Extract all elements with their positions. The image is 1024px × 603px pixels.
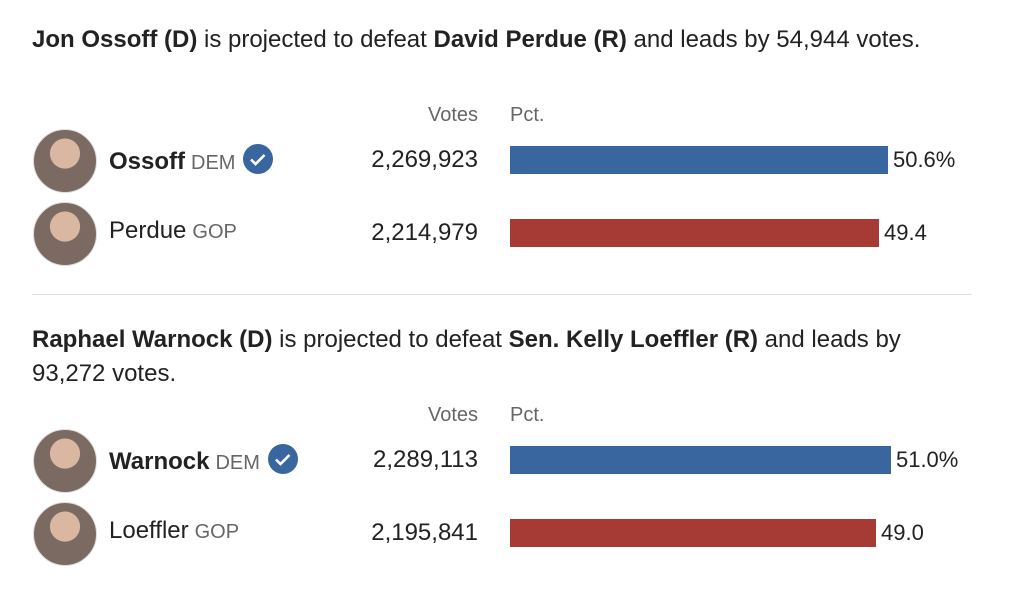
votes-header: Votes bbox=[427, 404, 478, 426]
headline-segment: is projected to defeat bbox=[197, 26, 434, 53]
headline-segment: Sen. Kelly Loeffler (R) bbox=[508, 326, 759, 353]
candidate: Loeffler GOP bbox=[109, 517, 239, 545]
party: DEM bbox=[191, 152, 236, 174]
candidate-name: Perdue bbox=[109, 217, 187, 244]
candidate-name: Loeffler bbox=[109, 517, 189, 544]
party: GOP bbox=[194, 521, 240, 543]
votes-header: Votes bbox=[427, 104, 478, 126]
headline-segment: and leads by 93,272 votes. bbox=[32, 326, 901, 387]
votes: 2,195,841 bbox=[371, 519, 478, 546]
headline-segment: and leads by 54,944 votes. bbox=[626, 26, 921, 53]
candidate: Warnock DEM bbox=[109, 444, 298, 476]
bar bbox=[510, 519, 877, 547]
votes: 2,269,923 bbox=[371, 146, 478, 173]
party: GOP bbox=[192, 221, 237, 243]
divider bbox=[32, 294, 972, 295]
headline-segment: Jon Ossoff (D) bbox=[32, 26, 198, 53]
winner-check bbox=[267, 444, 298, 474]
pct-label: 51.0% bbox=[895, 447, 959, 472]
avatar bbox=[33, 202, 97, 266]
candidate-name: Ossoff bbox=[109, 148, 186, 175]
votes: 2,289,113 bbox=[373, 446, 478, 473]
pct-label: 50.6% bbox=[892, 147, 956, 172]
avatar bbox=[33, 129, 97, 193]
votes: 2,214,979 bbox=[371, 219, 478, 246]
candidate: Ossoff DEM bbox=[109, 144, 274, 176]
avatar bbox=[33, 429, 97, 493]
headline-segment: is projected to defeat bbox=[272, 326, 509, 353]
winner-check bbox=[243, 144, 274, 174]
headline: Raphael Warnock (D) is projected to defe… bbox=[32, 323, 962, 391]
headline-segment: Raphael Warnock (D) bbox=[32, 326, 273, 353]
pct-header: Pct. bbox=[510, 104, 545, 126]
bar bbox=[510, 219, 880, 247]
bar bbox=[510, 446, 891, 474]
bar bbox=[510, 146, 888, 174]
pct-header: Pct. bbox=[510, 404, 545, 426]
avatar bbox=[33, 502, 97, 566]
candidate: Perdue GOP bbox=[109, 217, 237, 245]
pct-label: 49.0 bbox=[881, 520, 924, 545]
headline-segment: David Perdue (R) bbox=[433, 26, 627, 53]
candidate-name: Warnock bbox=[109, 448, 210, 475]
party: DEM bbox=[215, 452, 260, 474]
headline: Jon Ossoff (D) is projected to defeat Da… bbox=[32, 23, 962, 57]
pct-label: 49.4 bbox=[884, 220, 927, 245]
